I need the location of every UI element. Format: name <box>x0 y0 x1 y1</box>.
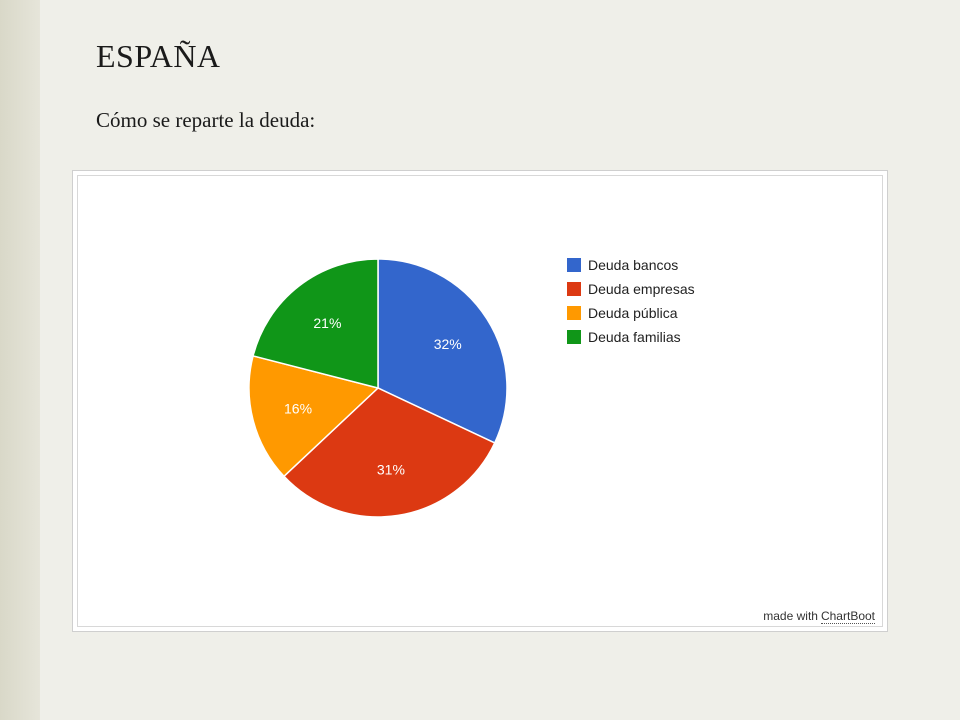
chartboot-watermark: made with ChartBoot <box>763 609 875 624</box>
legend-swatch-1 <box>567 282 581 296</box>
pie-slice-label-2: 16% <box>284 401 312 417</box>
pie-slice-1[interactable] <box>282 387 496 518</box>
legend-label-1: Deuda empresas <box>588 281 695 297</box>
slide-subtitle: Cómo se reparte la deuda: <box>96 108 316 132</box>
legend-swatch-2 <box>567 306 581 320</box>
pie-slice-labels: 32% 31% 16% 21% <box>284 315 462 478</box>
legend-label-2: Deuda pública <box>588 305 678 321</box>
chart-area <box>77 175 883 627</box>
pie-slice-label-3: 21% <box>313 315 341 331</box>
legend-swatch-3 <box>567 330 581 344</box>
watermark-brand-link[interactable]: ChartBoot <box>820 609 875 624</box>
legend-label-3: Deuda familias <box>588 329 681 345</box>
chart-legend: Deuda bancos Deuda empresas Deuda pública D… <box>567 257 695 345</box>
pie-slice-label-0: 32% <box>434 336 462 352</box>
pie-slice-label-1: 31% <box>377 462 405 478</box>
slide-side-border <box>0 0 40 720</box>
legend-swatch-0 <box>567 258 581 272</box>
legend-label-0: Deuda bancos <box>588 257 678 273</box>
pie-slice-3[interactable] <box>252 258 379 389</box>
pie-slice-2[interactable] <box>248 355 380 478</box>
watermark-prefix: made with <box>763 609 818 623</box>
chart-frame: 32% 31% 16% 21% Deuda bancos Deuda empresas D… <box>72 170 888 632</box>
pie-slices <box>248 258 508 518</box>
slide-title: ESPAÑA <box>96 38 221 74</box>
pie-slice-0[interactable] <box>377 258 508 444</box>
